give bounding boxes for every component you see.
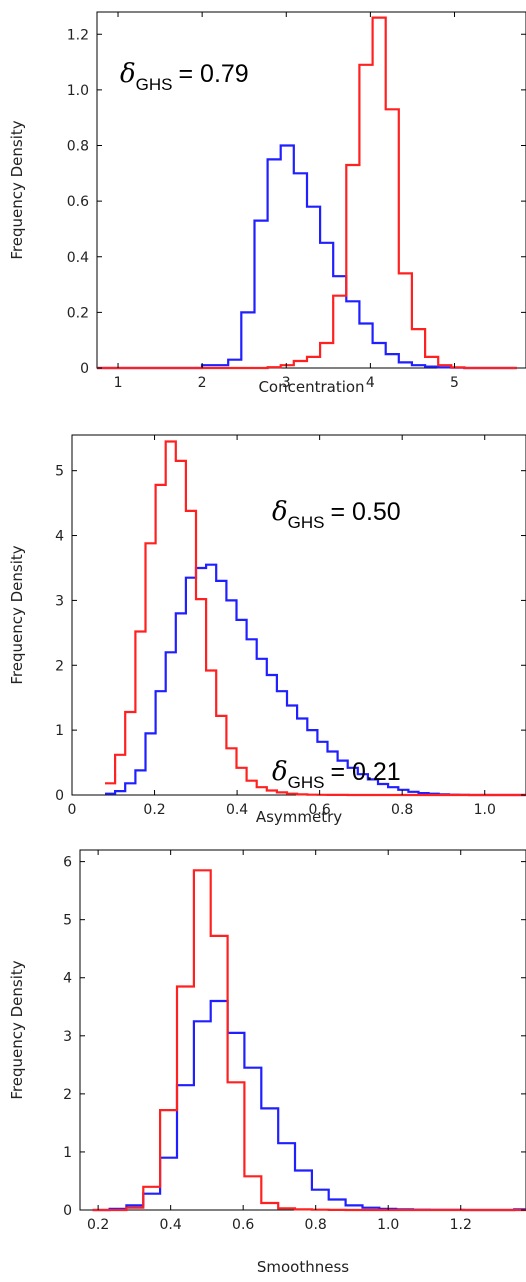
- x-tick-label: 0.8: [391, 802, 413, 818]
- x-tick-label: 1.0: [474, 802, 496, 818]
- plot-frame: [79, 849, 526, 1211]
- x-tick-label: 0.6: [309, 802, 331, 818]
- x-axis-label: Concentration: [258, 378, 364, 396]
- x-tick-label: 5: [450, 375, 459, 391]
- panel-smoothness: 0.2 0.4 0.6 0.8 1.0 1.2 0 1 2 3 4 5 6 Smoothness Frequ…: [8, 757, 526, 1276]
- x-tick-label: 0.4: [226, 802, 248, 818]
- y-tick-label: 0: [55, 788, 64, 804]
- x-tick-label: 0.6: [232, 1217, 254, 1233]
- x-tick-label: 3: [282, 375, 291, 391]
- y-axis-label: Frequency Density: [8, 545, 26, 684]
- x-axis-label: Asymmetry: [256, 808, 342, 826]
- histogram-series-red: [105, 440, 526, 797]
- y-tick-label: 1.0: [67, 83, 89, 99]
- x-tick-label: 0.2: [87, 1217, 109, 1233]
- plot-frame: [96, 11, 526, 369]
- plot-frame: [71, 434, 526, 796]
- x-tick-label: 1.2: [450, 1217, 472, 1233]
- y-tick-label: 3: [63, 1029, 72, 1045]
- panel-concentration: 1 2 3 4 5 0 0.2 0.4 0.6 0.8 1.0 1.2 Concentration Fre…: [8, 11, 526, 396]
- delta-ghs-annotation: δGHS = 0.79: [120, 59, 249, 94]
- y-tick-label: 3: [55, 593, 64, 609]
- y-tick-label: 0.8: [67, 139, 89, 155]
- histogram-series-red: [92, 869, 526, 1212]
- x-axis-label: Smoothness: [257, 1258, 349, 1276]
- y-tick-label: 1: [63, 1145, 72, 1161]
- delta-ghs-annotation: δGHS = 0.21: [272, 757, 401, 792]
- y-tick-label: 1: [55, 723, 64, 739]
- x-tick-label: 4: [366, 375, 375, 391]
- y-tick-label: 2: [63, 1087, 72, 1103]
- y-tick-label: 0.2: [67, 305, 89, 321]
- x-tick-label: 1.0: [377, 1217, 399, 1233]
- y-tick-label: 4: [55, 529, 64, 545]
- y-axis-label: Frequency Density: [8, 120, 26, 259]
- histogram-series-blue: [92, 999, 526, 1212]
- x-tick-label: 0: [68, 802, 77, 818]
- x-tick-label: 0.4: [160, 1217, 182, 1233]
- y-tick-label: 0.6: [67, 194, 89, 210]
- y-tick-label: 0: [80, 361, 89, 377]
- y-axis-label: Frequency Density: [8, 960, 26, 1099]
- y-tick-label: 0.4: [67, 250, 89, 266]
- x-tick-label: 2: [198, 375, 207, 391]
- y-tick-label: 6: [63, 855, 72, 871]
- histogram-series-blue: [97, 144, 517, 370]
- x-tick-label: 0.8: [305, 1217, 327, 1233]
- y-tick-label: 0: [63, 1203, 72, 1219]
- y-tick-label: 5: [55, 464, 64, 480]
- panel-asymmetry: 0 0.2 0.4 0.6 0.8 1.0 0 1 2 3 4 5 Asymmetry Frequency…: [8, 434, 526, 826]
- y-tick-label: 4: [63, 971, 72, 987]
- y-tick-label: 2: [55, 658, 64, 674]
- histogram-series-blue: [105, 563, 526, 797]
- y-tick-label: 1.2: [67, 27, 89, 43]
- y-tick-label: 5: [63, 913, 72, 929]
- delta-ghs-annotation: δGHS = 0.50: [272, 497, 401, 532]
- x-tick-label: 0.2: [143, 802, 165, 818]
- x-tick-label: 1: [114, 375, 123, 391]
